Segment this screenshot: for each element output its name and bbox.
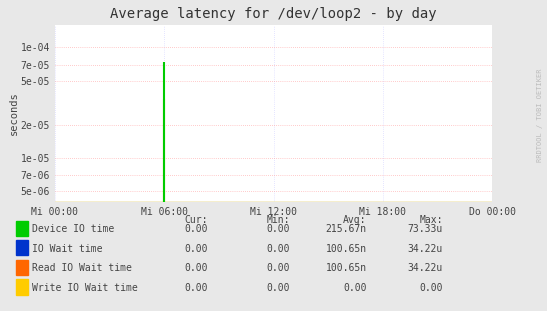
Text: 0.00: 0.00 <box>184 244 208 253</box>
Text: 0.00: 0.00 <box>184 224 208 234</box>
Text: 0.00: 0.00 <box>420 283 443 293</box>
Y-axis label: seconds: seconds <box>9 92 19 135</box>
Text: Avg:: Avg: <box>343 215 366 225</box>
Text: Write IO Wait time: Write IO Wait time <box>32 283 137 293</box>
Text: IO Wait time: IO Wait time <box>32 244 102 253</box>
Text: 0.00: 0.00 <box>266 224 290 234</box>
Text: 0.00: 0.00 <box>184 263 208 273</box>
Text: 0.00: 0.00 <box>266 283 290 293</box>
Bar <box>16 221 28 236</box>
Text: Max:: Max: <box>420 215 443 225</box>
Text: Cur:: Cur: <box>184 215 208 225</box>
Text: 215.67n: 215.67n <box>325 224 366 234</box>
Text: 100.65n: 100.65n <box>325 263 366 273</box>
Text: Device IO time: Device IO time <box>32 224 114 234</box>
Bar <box>16 260 28 275</box>
Text: RRDTOOL / TOBI OETIKER: RRDTOOL / TOBI OETIKER <box>537 68 543 162</box>
Text: 0.00: 0.00 <box>343 283 366 293</box>
Text: 100.65n: 100.65n <box>325 244 366 253</box>
Text: 73.33u: 73.33u <box>408 224 443 234</box>
Bar <box>16 279 28 295</box>
Text: 0.00: 0.00 <box>184 283 208 293</box>
Text: 0.00: 0.00 <box>266 263 290 273</box>
Text: Min:: Min: <box>266 215 290 225</box>
Text: 34.22u: 34.22u <box>408 244 443 253</box>
Title: Average latency for /dev/loop2 - by day: Average latency for /dev/loop2 - by day <box>110 7 437 21</box>
Text: 34.22u: 34.22u <box>408 263 443 273</box>
Bar <box>16 240 28 256</box>
Text: 0.00: 0.00 <box>266 244 290 253</box>
Text: Read IO Wait time: Read IO Wait time <box>32 263 132 273</box>
